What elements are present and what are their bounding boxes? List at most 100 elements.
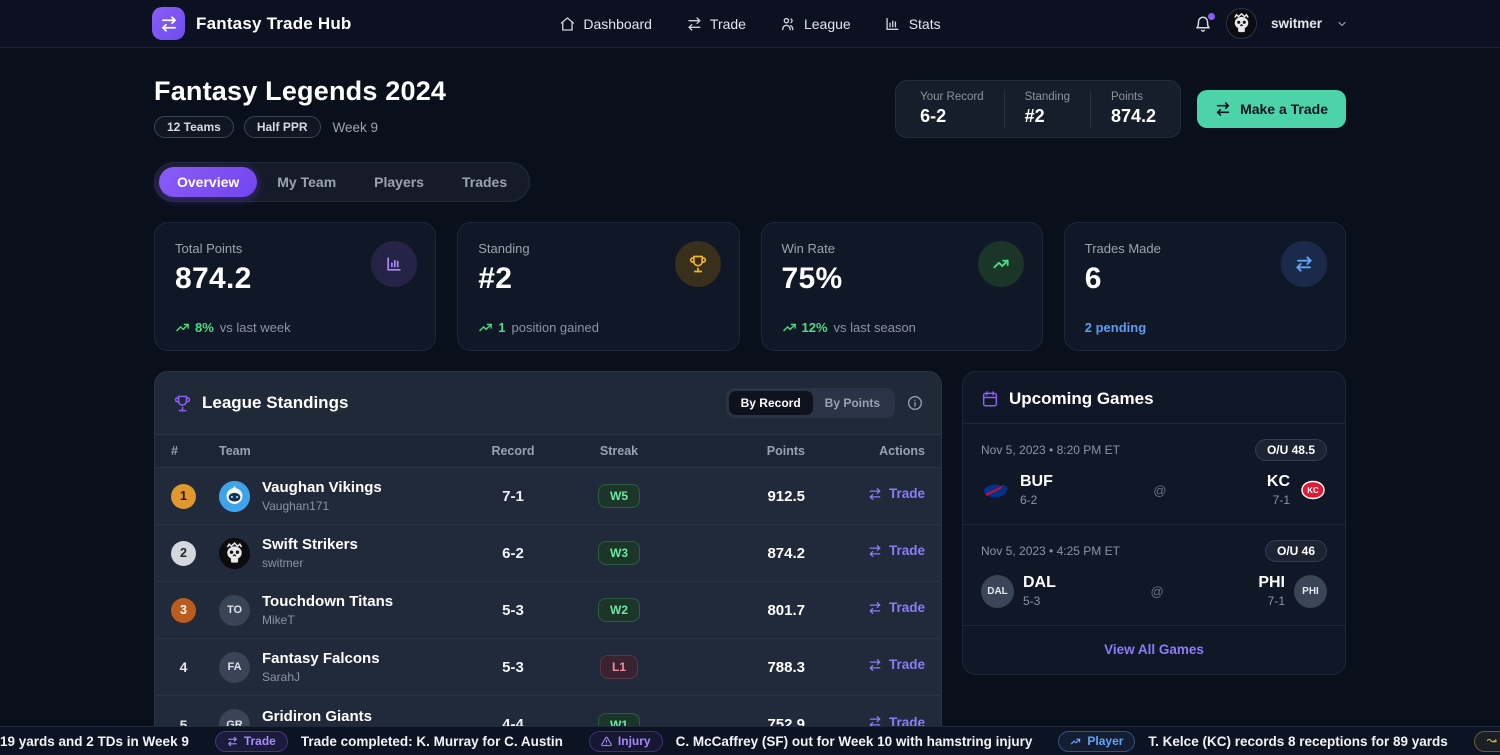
view-all-games-link[interactable]: View All Games xyxy=(1104,642,1204,657)
nav-item-stats[interactable]: Stats xyxy=(885,16,941,32)
nav-label: Dashboard xyxy=(583,15,652,32)
stat-value: 6 xyxy=(1084,262,1102,295)
ticker-item: Waiver D. Hopkins claimed off waivers xyxy=(1473,730,1500,752)
col-points: Points xyxy=(766,444,805,458)
toggle-by-record[interactable]: By Record xyxy=(728,391,813,415)
info-icon[interactable] xyxy=(907,395,923,411)
trade-action-link[interactable]: Trade xyxy=(868,486,925,501)
streak-badge: W2 xyxy=(598,598,640,622)
record-value: 6-2 xyxy=(920,106,947,126)
team-initials-avatar: TO xyxy=(219,594,250,626)
stat-delta: 1 xyxy=(498,320,506,335)
league-standings-panel: League Standings By Record By Points # T… xyxy=(154,371,942,754)
stat-label: Standing xyxy=(478,241,530,256)
cowboys-initials-logo: DAL xyxy=(981,574,1014,608)
points-cell: 912.5 xyxy=(767,487,805,505)
record-cell: 5-3 xyxy=(502,658,524,676)
home-team-record: 7-1 xyxy=(1272,493,1290,507)
col-rank: # xyxy=(171,444,178,458)
game-datetime: Nov 5, 2023 • 8:20 PM ET xyxy=(981,443,1120,457)
rank-badge: 3 xyxy=(171,597,196,623)
bar-chart-icon xyxy=(371,241,418,287)
record-cell: 6-2 xyxy=(502,544,524,562)
stat-card-total-points: Total Points 874.2 8% vs last week xyxy=(154,222,437,351)
ticker-item: Player T. Kelce (KC) records 8 reception… xyxy=(1058,730,1448,752)
brand[interactable]: Fantasy Trade Hub xyxy=(152,7,352,40)
toggle-by-points[interactable]: By Points xyxy=(824,396,880,410)
bar-chart-icon xyxy=(885,16,901,32)
table-row[interactable]: 1 Vaughan Vikings Vaughan171 7-1 W5 912.… xyxy=(155,468,941,525)
standings-header-row: # Team Record Streak Points Actions xyxy=(155,434,941,468)
sort-toggle: By Record By Points xyxy=(725,388,895,418)
trending-up-icon xyxy=(175,320,190,335)
col-record: Record xyxy=(491,444,535,458)
game-row[interactable]: Nov 5, 2023 • 4:25 PM ET O/U 46 DAL DAL … xyxy=(963,525,1345,626)
notification-dot xyxy=(1207,12,1215,20)
standing-value: #2 xyxy=(1024,106,1045,126)
tab-players[interactable]: Players xyxy=(374,174,424,190)
team-owner: SarahJ xyxy=(262,670,301,684)
table-row[interactable]: 3 TO Touchdown Titans MikeT 5-3 W2 801.7… xyxy=(155,582,941,639)
tab-overview[interactable]: Overview xyxy=(159,167,258,197)
player-category-badge: Player xyxy=(1058,730,1136,752)
trade-action-link[interactable]: Trade xyxy=(868,600,925,615)
points-cell: 874.2 xyxy=(767,544,805,562)
team-owner: switmer xyxy=(262,556,304,570)
trade-action-link[interactable]: Trade xyxy=(868,543,925,558)
game-datetime: Nov 5, 2023 • 4:25 PM ET xyxy=(981,544,1120,558)
page-title: Fantasy Legends 2024 xyxy=(154,76,447,106)
rank-badge: 4 xyxy=(179,659,188,675)
username[interactable]: switmer xyxy=(1270,16,1322,31)
stat-value: 75% xyxy=(781,262,843,295)
teams-badge: 12 Teams xyxy=(154,116,234,138)
swap-icon xyxy=(1281,241,1327,287)
stat-note: 2 pending xyxy=(1084,320,1147,335)
trade-action-link[interactable]: Trade xyxy=(868,657,925,672)
league-header: Fantasy Legends 2024 12 Teams Half PPR W… xyxy=(154,76,1346,138)
trending-up-icon xyxy=(977,241,1024,287)
tab-trades[interactable]: Trades xyxy=(461,174,508,190)
trophy-icon xyxy=(674,241,721,287)
away-team-abbr: BUF xyxy=(1020,473,1053,490)
nav-item-dashboard[interactable]: Dashboard xyxy=(559,16,652,32)
over-under-badge: O/U 48.5 xyxy=(1254,439,1327,461)
user-avatar[interactable] xyxy=(1225,8,1257,39)
col-actions: Actions xyxy=(879,444,925,458)
table-row[interactable]: 4 FA Fantasy Falcons SarahJ 5-3 L1 788.3… xyxy=(155,639,941,696)
points-cell: 788.3 xyxy=(767,658,805,676)
rank-badge: 5 xyxy=(179,716,188,733)
stat-card-trades-made: Trades Made 6 2 pending xyxy=(1063,222,1346,351)
stat-value: #2 xyxy=(478,262,513,295)
svg-text:KC: KC xyxy=(1307,486,1319,495)
ticker-text: 19 yards and 2 TDs in Week 9 xyxy=(0,733,189,749)
stat-label: Win Rate xyxy=(781,241,835,256)
make-a-trade-button[interactable]: Make a Trade xyxy=(1197,90,1346,128)
home-team-abbr: KC xyxy=(1266,473,1290,490)
users-icon xyxy=(780,16,796,32)
trade-label: Trade xyxy=(888,543,925,559)
team-name: Vaughan Vikings xyxy=(262,479,382,496)
stat-delta: 12% xyxy=(801,320,828,335)
eagles-initials-logo: PHI xyxy=(1294,574,1327,608)
notifications-bell-icon[interactable] xyxy=(1194,12,1215,33)
nav-label: League xyxy=(803,15,851,32)
table-row[interactable]: 2 Swift Strikers switmer 6-2 W3 874.2 Tr… xyxy=(155,525,941,582)
tab-my-team[interactable]: My Team xyxy=(277,174,337,190)
chevron-down-icon[interactable] xyxy=(1336,18,1348,30)
record-cell: 5-3 xyxy=(502,601,524,619)
game-row[interactable]: Nov 5, 2023 • 8:20 PM ET O/U 48.5 BUF 6-… xyxy=(963,424,1345,525)
home-team-record: 7-1 xyxy=(1267,594,1285,608)
over-under-badge: O/U 46 xyxy=(1264,540,1327,562)
scoring-badge: Half PPR xyxy=(243,116,321,138)
news-ticker[interactable]: 19 yards and 2 TDs in Week 9 Trade Trade… xyxy=(0,726,1500,755)
team-name: Fantasy Falcons xyxy=(262,650,380,667)
nav-item-trade[interactable]: Trade xyxy=(686,16,746,32)
rank-badge: 2 xyxy=(171,540,196,566)
rank-badge: 1 xyxy=(171,483,196,509)
stat-label: Total Points xyxy=(175,241,243,256)
record-label: Your Record xyxy=(920,91,984,103)
stat-note: vs last season xyxy=(833,320,916,335)
stat-card-win-rate: Win Rate 75% 12% vs last season xyxy=(760,222,1043,351)
stat-cards: Total Points 874.2 8% vs last week Stand… xyxy=(154,222,1346,351)
nav-item-league[interactable]: League xyxy=(780,16,851,32)
